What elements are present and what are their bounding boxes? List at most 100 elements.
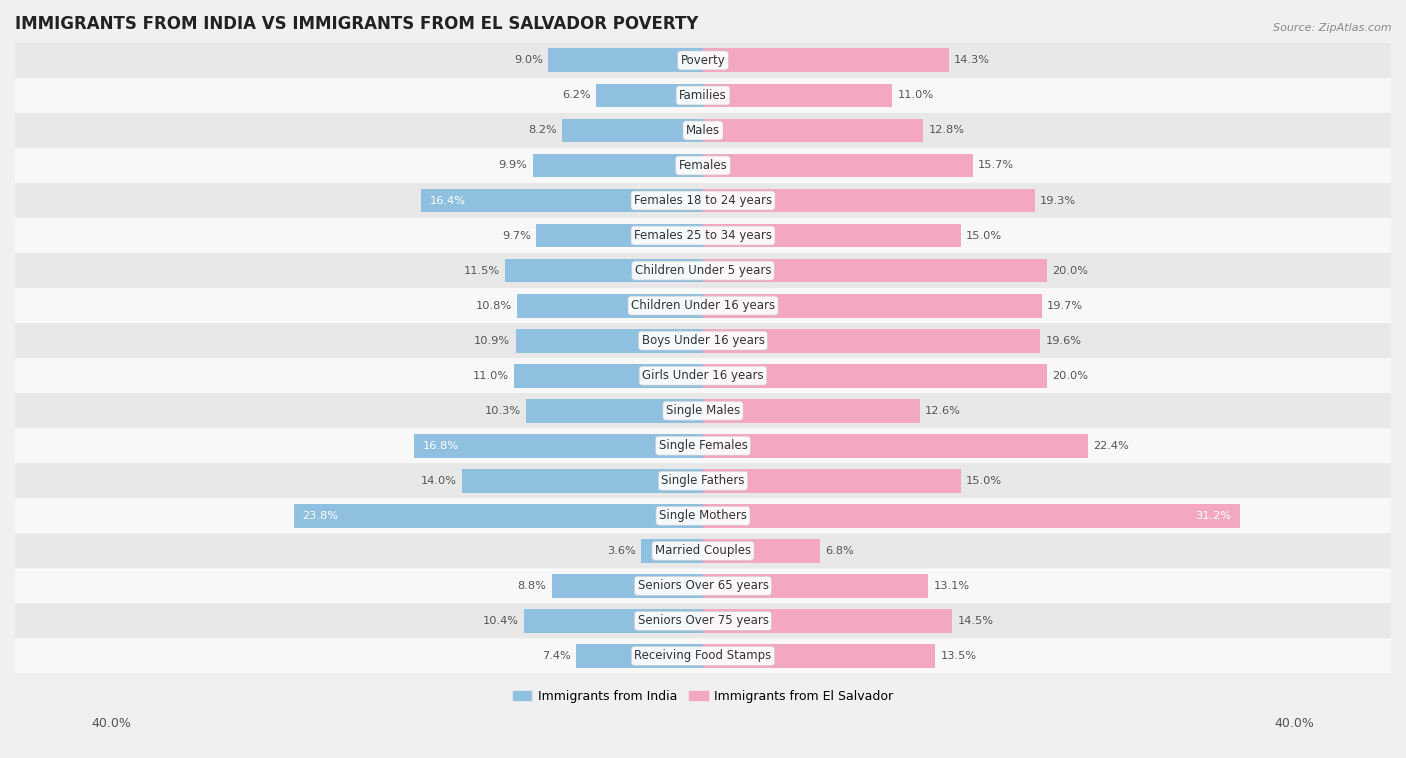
Text: 9.0%: 9.0% (515, 55, 543, 65)
Bar (513, 364, 703, 387)
Text: Families: Families (679, 89, 727, 102)
Bar (703, 399, 920, 423)
Text: Single Males: Single Males (666, 404, 740, 417)
Text: 7.4%: 7.4% (541, 651, 571, 661)
FancyBboxPatch shape (15, 393, 1391, 428)
Text: 15.7%: 15.7% (979, 161, 1014, 171)
Bar (548, 49, 703, 72)
Text: 9.7%: 9.7% (502, 230, 531, 240)
Text: 14.3%: 14.3% (955, 55, 990, 65)
Text: 10.8%: 10.8% (477, 301, 512, 311)
Text: Seniors Over 75 years: Seniors Over 75 years (637, 615, 769, 628)
FancyBboxPatch shape (15, 43, 1391, 78)
Bar (703, 609, 952, 633)
Bar (413, 434, 703, 458)
Text: Single Females: Single Females (658, 439, 748, 453)
Bar (703, 644, 935, 668)
FancyBboxPatch shape (15, 498, 1391, 534)
Text: Girls Under 16 years: Girls Under 16 years (643, 369, 763, 382)
Text: 19.7%: 19.7% (1047, 301, 1083, 311)
Text: Poverty: Poverty (681, 54, 725, 67)
Text: 23.8%: 23.8% (302, 511, 339, 521)
Bar (703, 574, 928, 598)
Text: Boys Under 16 years: Boys Under 16 years (641, 334, 765, 347)
Text: IMMIGRANTS FROM INDIA VS IMMIGRANTS FROM EL SALVADOR POVERTY: IMMIGRANTS FROM INDIA VS IMMIGRANTS FROM… (15, 15, 699, 33)
Text: 6.2%: 6.2% (562, 90, 591, 100)
Text: 10.4%: 10.4% (482, 615, 519, 626)
Bar (294, 504, 703, 528)
Text: 12.8%: 12.8% (928, 126, 965, 136)
FancyBboxPatch shape (15, 534, 1391, 568)
Bar (703, 83, 893, 108)
Text: Females 18 to 24 years: Females 18 to 24 years (634, 194, 772, 207)
Bar (703, 258, 1047, 283)
FancyBboxPatch shape (15, 218, 1391, 253)
Bar (703, 118, 924, 143)
FancyBboxPatch shape (15, 463, 1391, 498)
Text: 10.3%: 10.3% (485, 406, 520, 415)
Bar (516, 329, 703, 352)
FancyBboxPatch shape (15, 323, 1391, 358)
Text: 19.6%: 19.6% (1045, 336, 1081, 346)
Legend: Immigrants from India, Immigrants from El Salvador: Immigrants from India, Immigrants from E… (508, 685, 898, 708)
FancyBboxPatch shape (15, 113, 1391, 148)
Text: 22.4%: 22.4% (1094, 440, 1129, 451)
Bar (703, 434, 1088, 458)
FancyBboxPatch shape (15, 428, 1391, 463)
Text: 14.5%: 14.5% (957, 615, 994, 626)
Text: 16.8%: 16.8% (423, 440, 458, 451)
Text: Seniors Over 65 years: Seniors Over 65 years (637, 579, 769, 592)
Text: 3.6%: 3.6% (607, 546, 636, 556)
Text: Single Fathers: Single Fathers (661, 475, 745, 487)
Text: Source: ZipAtlas.com: Source: ZipAtlas.com (1274, 23, 1392, 33)
Text: 11.0%: 11.0% (897, 90, 934, 100)
Text: 20.0%: 20.0% (1052, 371, 1088, 381)
Text: 40.0%: 40.0% (1275, 717, 1315, 731)
Text: 13.5%: 13.5% (941, 651, 977, 661)
Bar (703, 49, 949, 72)
Bar (703, 224, 960, 247)
Bar (526, 399, 703, 423)
Text: 6.8%: 6.8% (825, 546, 853, 556)
Bar (575, 644, 703, 668)
Bar (703, 189, 1035, 212)
Bar (524, 609, 703, 633)
Text: 14.0%: 14.0% (420, 476, 457, 486)
Bar (703, 154, 973, 177)
Text: 40.0%: 40.0% (91, 717, 131, 731)
Bar (703, 293, 1042, 318)
FancyBboxPatch shape (15, 288, 1391, 323)
Text: 11.0%: 11.0% (472, 371, 509, 381)
FancyBboxPatch shape (15, 638, 1391, 673)
Text: 15.0%: 15.0% (966, 476, 1002, 486)
Bar (703, 504, 1240, 528)
Text: Females: Females (679, 159, 727, 172)
Bar (596, 83, 703, 108)
Bar (463, 469, 703, 493)
Bar (517, 293, 703, 318)
Bar (703, 364, 1047, 387)
Text: 12.6%: 12.6% (925, 406, 960, 415)
Text: 9.9%: 9.9% (499, 161, 527, 171)
Text: 8.2%: 8.2% (529, 126, 557, 136)
Bar (703, 469, 960, 493)
FancyBboxPatch shape (15, 358, 1391, 393)
Bar (505, 258, 703, 283)
Text: Children Under 5 years: Children Under 5 years (634, 264, 772, 277)
Text: Children Under 16 years: Children Under 16 years (631, 299, 775, 312)
Text: 19.3%: 19.3% (1040, 196, 1076, 205)
FancyBboxPatch shape (15, 568, 1391, 603)
Text: 15.0%: 15.0% (966, 230, 1002, 240)
Text: 11.5%: 11.5% (464, 265, 501, 276)
Text: 16.4%: 16.4% (429, 196, 465, 205)
Bar (533, 154, 703, 177)
FancyBboxPatch shape (15, 603, 1391, 638)
Bar (703, 329, 1040, 352)
Bar (641, 539, 703, 562)
Bar (703, 539, 820, 562)
Text: 13.1%: 13.1% (934, 581, 970, 590)
FancyBboxPatch shape (15, 253, 1391, 288)
Text: Married Couples: Married Couples (655, 544, 751, 557)
Bar (420, 189, 703, 212)
FancyBboxPatch shape (15, 148, 1391, 183)
